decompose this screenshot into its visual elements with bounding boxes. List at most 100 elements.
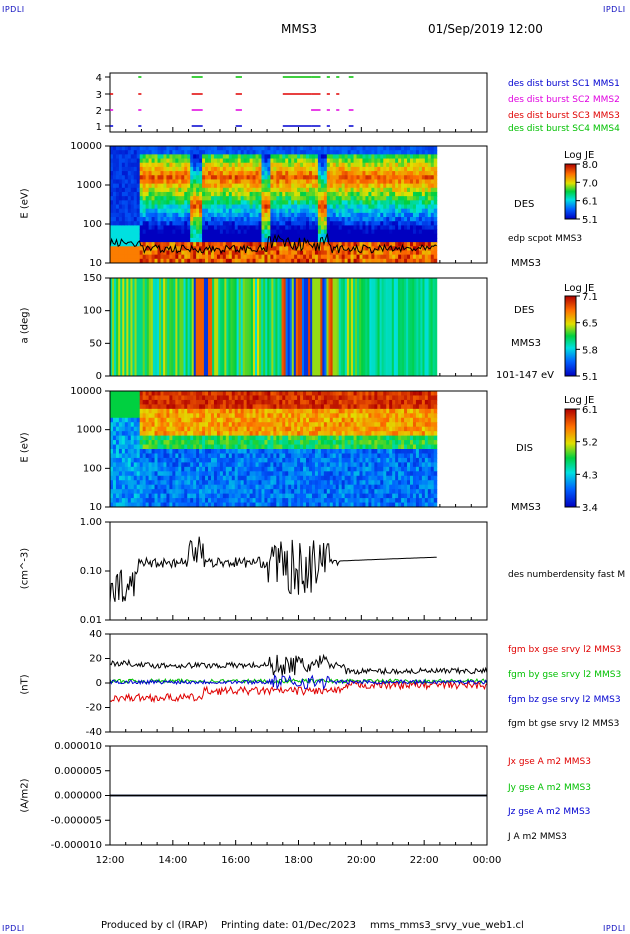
des-energy-cell <box>383 233 387 239</box>
dis-energy-cell <box>237 471 242 477</box>
dis-energy-cell <box>163 471 167 477</box>
des-energy-cell <box>359 191 363 197</box>
dis-energy-cell <box>154 426 159 432</box>
des-energy-cell <box>181 225 185 231</box>
des-energy-cell <box>169 208 173 214</box>
des-energy-cell <box>225 229 230 235</box>
dis-energy-cell <box>133 498 138 504</box>
des-energy-cell <box>267 154 271 160</box>
des-energy-cell <box>210 229 215 235</box>
des-energy-cell <box>121 212 126 218</box>
pitch-angle-column <box>232 278 236 376</box>
des-energy-cell <box>124 150 129 155</box>
des-energy-cell <box>130 233 135 239</box>
des-energy-cell <box>311 254 316 260</box>
des-energy-cell <box>148 183 153 189</box>
des-energy-cell <box>433 162 438 168</box>
des-energy-cell <box>368 146 372 151</box>
pitch-angle-column <box>222 278 225 376</box>
dis-energy-cell <box>240 462 245 468</box>
des-energy-cell <box>127 166 132 172</box>
dis-energy-cell <box>252 435 257 441</box>
dis-energy-cell <box>127 489 132 495</box>
dis-energy-cell <box>264 493 268 499</box>
dis-energy-cell <box>157 395 161 401</box>
des-energy-cell <box>311 221 316 226</box>
dis-energy-cell <box>261 475 265 481</box>
des-energy-cell <box>130 246 135 251</box>
dis-energy-cell <box>255 484 260 490</box>
des-energy-cell <box>228 196 233 201</box>
des-energy-cell <box>329 158 334 164</box>
des-energy-cell <box>386 158 390 164</box>
dis-energy-cell <box>130 440 135 446</box>
des-energy-cell <box>193 233 197 239</box>
des-energy-cell <box>213 233 218 239</box>
des-energy-cell <box>151 196 156 201</box>
des-energy-cell <box>326 187 331 193</box>
des-energy-cell <box>335 254 340 260</box>
des-energy-cell <box>157 150 161 155</box>
des-energy-cell <box>264 158 268 164</box>
des-energy-cell <box>270 208 274 214</box>
dis-energy-cell <box>267 404 271 410</box>
pitch-angle-column <box>254 278 258 376</box>
des-energy-cell <box>323 204 328 210</box>
dis-energy-cell <box>208 395 212 401</box>
dis-energy-cell <box>139 493 144 499</box>
des-energy-cell <box>356 250 361 256</box>
dis-energy-cell <box>219 462 224 468</box>
dis-energy-cell <box>237 493 242 499</box>
des-energy-cell <box>187 237 191 243</box>
des-energy-cell <box>267 166 271 172</box>
des-energy-cell <box>213 225 218 231</box>
dis-energy-cell <box>115 444 120 450</box>
des-energy-cell <box>323 166 328 172</box>
dis-energy-cell <box>187 462 191 468</box>
des-energy-cell <box>210 187 215 193</box>
pitch-angle-column <box>408 278 411 376</box>
des-energy-cell <box>112 237 117 243</box>
pitch-angle-column <box>120 278 123 376</box>
dis-energy-cell <box>270 462 274 468</box>
des-energy-cell <box>285 196 289 201</box>
dis-energy-cell <box>175 453 179 459</box>
pitch-angle-column <box>132 278 136 376</box>
des-energy-cell <box>282 166 286 172</box>
dis-energy-cell <box>219 435 224 441</box>
dis-energy-cell <box>121 399 126 405</box>
dis-energy-cell <box>222 413 227 419</box>
des-energy-cell <box>311 166 316 172</box>
des-energy-cell <box>309 212 313 218</box>
des-energy-cell <box>371 221 375 226</box>
dis-energy-cell <box>178 449 182 454</box>
dis-energy-cell <box>178 462 182 468</box>
des-energy-cell <box>133 150 138 155</box>
dis-energy-cell <box>139 471 144 477</box>
dis-energy-cell <box>222 471 227 477</box>
des-energy-cell <box>421 233 426 239</box>
des-energy-cell <box>222 175 227 180</box>
des-energy-cell <box>124 154 129 160</box>
des-energy-cell <box>347 204 352 210</box>
dis-energy-cell <box>148 480 153 486</box>
dis-energy-cell <box>133 453 138 459</box>
dis-energy-cell <box>133 440 138 446</box>
des-energy-cell <box>377 204 381 210</box>
des-energy-cell <box>285 229 289 235</box>
dis-energy-cell <box>246 426 251 432</box>
dis-energy-cell <box>208 457 212 463</box>
dis-energy-cell <box>234 462 239 468</box>
dis-energy-cell <box>112 480 117 486</box>
dis-energy-cell <box>190 502 194 508</box>
des-energy-cell <box>383 217 387 222</box>
des-energy-cell <box>264 166 268 172</box>
dis-energy-cell <box>196 404 200 410</box>
des-energy-cell <box>294 217 298 222</box>
des-energy-cell <box>306 250 310 256</box>
des-energy-cell <box>139 204 144 210</box>
des-energy-cell <box>219 146 224 151</box>
dis-energy-cell <box>210 462 215 468</box>
des-energy-cell <box>160 221 164 226</box>
des-energy-cell <box>225 212 230 218</box>
